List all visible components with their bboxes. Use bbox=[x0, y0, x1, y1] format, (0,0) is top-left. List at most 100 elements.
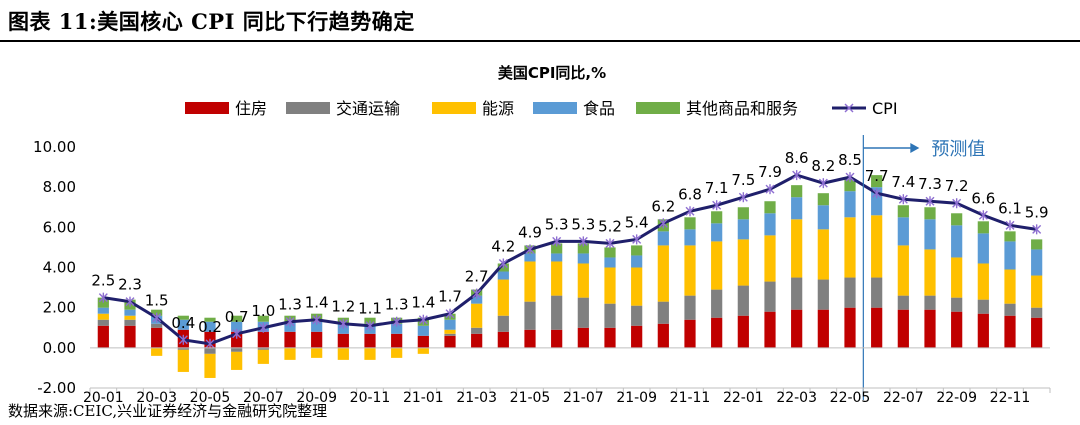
bar-其他商品和服务-22-04 bbox=[817, 193, 829, 206]
source-note: 数据来源:CEIC,兴业证券经济与金融研究院整理 bbox=[8, 402, 328, 420]
bar-住房-21-01 bbox=[417, 335, 429, 348]
cpi-point-20-03 bbox=[152, 312, 162, 323]
bar-能源-22-03 bbox=[791, 219, 803, 278]
cpi-point-22-03 bbox=[792, 170, 802, 181]
bar-交通运输-22-02 bbox=[764, 281, 776, 312]
cpi-point-20-06 bbox=[232, 328, 242, 339]
legend-label-能源: 能源 bbox=[482, 99, 514, 118]
bar-食品-22-12 bbox=[1031, 249, 1043, 276]
bar-其他商品和服务-21-06 bbox=[551, 243, 563, 254]
x-tick-label: 21-07 bbox=[563, 390, 604, 406]
legend-label-住房: 住房 bbox=[235, 99, 267, 118]
bar-食品-21-09 bbox=[631, 255, 643, 268]
cpi-data-label: 6.6 bbox=[971, 189, 995, 207]
bar-交通运输-22-08 bbox=[924, 295, 936, 310]
cpi-point-20-07 bbox=[258, 322, 268, 333]
bar-食品-21-10 bbox=[657, 231, 669, 246]
bar-食品-20-09 bbox=[311, 321, 323, 332]
cpi-data-label: 5.9 bbox=[1025, 203, 1049, 221]
bar-食品-22-08 bbox=[924, 219, 936, 250]
bar-能源-22-04 bbox=[817, 229, 829, 280]
cpi-point-20-10 bbox=[338, 318, 348, 329]
bar-能源-21-06 bbox=[551, 261, 563, 296]
bar-住房-22-06 bbox=[871, 307, 883, 348]
chart-title: 美国CPI同比,% bbox=[498, 64, 606, 82]
x-tick-label: 20-03 bbox=[136, 390, 177, 406]
bar-交通运输-20-02 bbox=[124, 319, 136, 326]
bar-食品-20-02 bbox=[124, 309, 136, 316]
bar-其他商品和服务-22-06 bbox=[871, 175, 883, 188]
x-tick-label: 20-05 bbox=[190, 390, 231, 406]
bar-住房-21-10 bbox=[657, 323, 669, 348]
cpi-point-21-10 bbox=[658, 218, 668, 229]
cpi-data-label: 1.5 bbox=[145, 292, 169, 310]
bar-交通运输-21-09 bbox=[631, 305, 643, 326]
bar-住房-22-02 bbox=[764, 311, 776, 348]
bar-能源-20-12 bbox=[391, 347, 403, 358]
bar-交通运输-20-03 bbox=[151, 323, 163, 328]
bar-能源-20-01 bbox=[97, 313, 109, 320]
bar-食品-22-10 bbox=[977, 233, 989, 264]
bar-交通运输-22-07 bbox=[897, 295, 909, 310]
forecast-annotation: 预测值 bbox=[862, 135, 985, 400]
bar-住房-21-07 bbox=[577, 327, 589, 348]
bar-交通运输-21-08 bbox=[604, 303, 616, 328]
bar-能源-20-08 bbox=[284, 347, 296, 360]
bar-能源-22-11 bbox=[1004, 269, 1016, 304]
bar-其他商品和服务-20-05 bbox=[204, 317, 216, 322]
bar-食品-22-03 bbox=[791, 197, 803, 220]
bar-住房-20-07 bbox=[257, 331, 269, 348]
bar-能源-21-12 bbox=[711, 241, 723, 290]
bar-住房-22-12 bbox=[1031, 317, 1043, 348]
bar-其他商品和服务-20-11 bbox=[364, 317, 376, 324]
bar-交通运输-20-07 bbox=[257, 347, 269, 350]
bar-能源-21-03 bbox=[471, 303, 483, 328]
legend-label-cpi: CPI bbox=[872, 99, 898, 118]
bar-食品-22-01 bbox=[737, 219, 749, 240]
bar-其他商品和服务-20-04 bbox=[177, 315, 189, 320]
bar-其他商品和服务-22-12 bbox=[1031, 239, 1043, 250]
cpi-data-label: 5.3 bbox=[571, 215, 595, 233]
bar-能源-20-09 bbox=[311, 347, 323, 358]
cpi-line-group: 2.5 2.31.50.4 0.20.7 1.0 1.3 1.4 1.2 1.1 1.3 1.4 1… bbox=[91, 149, 1049, 349]
cpi-data-label: 5.3 bbox=[545, 215, 569, 233]
cpi-data-label: 7.5 bbox=[731, 171, 755, 189]
cpi-data-label: 7.2 bbox=[945, 177, 969, 195]
bar-食品-20-01 bbox=[97, 307, 109, 314]
cpi-point-22-10 bbox=[978, 210, 988, 221]
cpi-point-22-06 bbox=[872, 188, 882, 199]
cpi-data-label: 7.1 bbox=[705, 179, 729, 197]
bar-能源-20-06 bbox=[231, 351, 243, 370]
bar-其他商品和服务-21-11 bbox=[684, 217, 696, 230]
bar-住房-22-01 bbox=[737, 315, 749, 348]
bar-其他商品和服务-22-07 bbox=[897, 205, 909, 218]
bar-能源-20-11 bbox=[364, 347, 376, 360]
x-tick-label: 22-01 bbox=[723, 390, 764, 406]
cpi-data-label: 7.7 bbox=[865, 167, 889, 185]
bar-交通运输-21-12 bbox=[711, 289, 723, 318]
legend-cpi-marker bbox=[844, 103, 854, 113]
bar-其他商品和服务-20-01 bbox=[97, 297, 109, 308]
bar-住房-21-12 bbox=[711, 317, 723, 348]
bar-其他商品和服务-21-08 bbox=[604, 247, 616, 258]
bar-交通运输-21-02 bbox=[444, 333, 456, 336]
bar-住房-20-01 bbox=[97, 325, 109, 348]
bar-其他商品和服务-22-09 bbox=[951, 213, 963, 226]
x-tick-label: 20-09 bbox=[296, 390, 337, 406]
bar-食品-21-02 bbox=[444, 319, 456, 330]
cpi-point-22-08 bbox=[925, 196, 935, 207]
legend-swatch-住房 bbox=[185, 102, 229, 114]
bar-食品-21-07 bbox=[577, 253, 589, 264]
x-tick-label: 21-09 bbox=[616, 390, 657, 406]
bar-交通运输-22-11 bbox=[1004, 303, 1016, 316]
bar-交通运输-21-06 bbox=[551, 295, 563, 330]
cpi-data-label: 1.3 bbox=[278, 296, 302, 314]
bar-交通运输-22-03 bbox=[791, 277, 803, 310]
bar-交通运输-22-09 bbox=[951, 297, 963, 312]
cpi-data-label: 7.3 bbox=[918, 175, 942, 193]
bar-能源-21-10 bbox=[657, 245, 669, 302]
bar-住房-21-02 bbox=[444, 335, 456, 348]
cpi-data-label: 8.5 bbox=[838, 151, 862, 169]
bar-能源-21-05 bbox=[524, 261, 536, 302]
cpi-point-21-05 bbox=[525, 244, 535, 255]
